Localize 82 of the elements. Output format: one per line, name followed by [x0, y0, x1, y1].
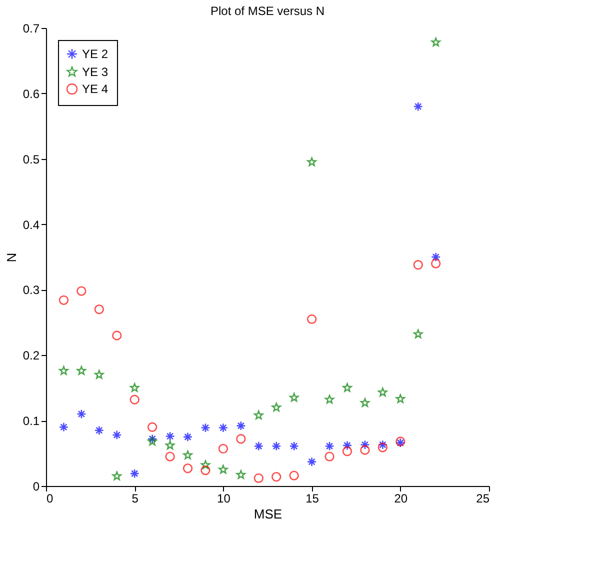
- y-axis-title: N: [4, 252, 19, 262]
- point: [130, 383, 140, 392]
- point: [413, 260, 423, 270]
- point: [112, 430, 122, 440]
- point: [165, 452, 175, 462]
- point: [58, 422, 69, 432]
- point: [76, 286, 86, 296]
- point: [200, 460, 210, 470]
- point: [76, 409, 86, 419]
- chart-title: Plot of MSE versus N: [210, 4, 325, 18]
- point: [148, 436, 157, 446]
- x-tick-label: 20: [394, 492, 408, 506]
- point: [94, 304, 104, 314]
- point: [236, 420, 246, 431]
- point: [378, 442, 388, 452]
- point: [342, 383, 352, 392]
- point: [200, 422, 210, 433]
- point: [306, 314, 317, 324]
- y-tick-label: 0.2: [22, 348, 40, 363]
- point: [324, 394, 334, 404]
- point: [112, 330, 122, 340]
- point: [289, 392, 299, 402]
- point: [360, 398, 370, 407]
- y-tick-label: 0.6: [22, 86, 40, 101]
- point: [147, 434, 158, 444]
- point: [289, 441, 299, 451]
- point: [165, 431, 175, 442]
- legend-label: YE 3: [82, 65, 108, 79]
- point: [324, 441, 334, 451]
- point: [413, 102, 423, 112]
- point: [378, 440, 388, 450]
- point: [200, 465, 210, 476]
- point: [130, 394, 140, 404]
- point: [342, 440, 352, 450]
- point: [147, 422, 158, 432]
- point: [272, 402, 281, 412]
- point: [431, 38, 440, 46]
- y-tick-label: 0.5: [22, 152, 40, 166]
- y-tick-label: 0: [32, 480, 40, 494]
- point: [236, 434, 246, 444]
- x-tick-label: 25: [476, 492, 490, 506]
- point: [342, 446, 352, 456]
- point: [236, 470, 246, 479]
- point: [165, 440, 175, 450]
- point: [218, 422, 228, 433]
- point: [94, 370, 104, 379]
- y-tick-label: 0.7: [22, 22, 40, 36]
- y-tick-label: 0.3: [22, 283, 40, 298]
- point: [431, 258, 441, 268]
- point: [58, 295, 69, 306]
- point: [272, 441, 282, 451]
- point: [182, 464, 193, 474]
- point: [112, 471, 122, 480]
- point: [324, 452, 334, 462]
- point: [307, 157, 316, 166]
- x-tick-label: 5: [132, 492, 139, 506]
- point: [254, 473, 264, 483]
- point: [183, 450, 192, 460]
- point: [130, 468, 140, 478]
- point: [76, 366, 86, 375]
- point: [272, 472, 282, 482]
- point: [289, 470, 299, 480]
- point: [396, 394, 406, 404]
- legend-label: YE 4: [82, 82, 108, 96]
- point: [378, 388, 388, 396]
- point: [306, 456, 317, 467]
- point: [431, 252, 441, 262]
- y-tick-label: 0.1: [22, 414, 40, 428]
- point: [413, 329, 423, 338]
- point: [94, 426, 104, 436]
- x-axis-title: MSE: [254, 506, 282, 522]
- legend-label: YE 2: [82, 47, 108, 61]
- point: [182, 432, 193, 442]
- x-tick-label: 0: [46, 492, 54, 506]
- y-tick-label: 0.4: [22, 218, 40, 232]
- point: [360, 440, 370, 450]
- x-tick-label: 15: [306, 492, 320, 506]
- x-tick-label: 10: [217, 492, 231, 506]
- point: [254, 441, 264, 451]
- point: [218, 464, 228, 474]
- point: [360, 445, 370, 455]
- point: [218, 444, 228, 454]
